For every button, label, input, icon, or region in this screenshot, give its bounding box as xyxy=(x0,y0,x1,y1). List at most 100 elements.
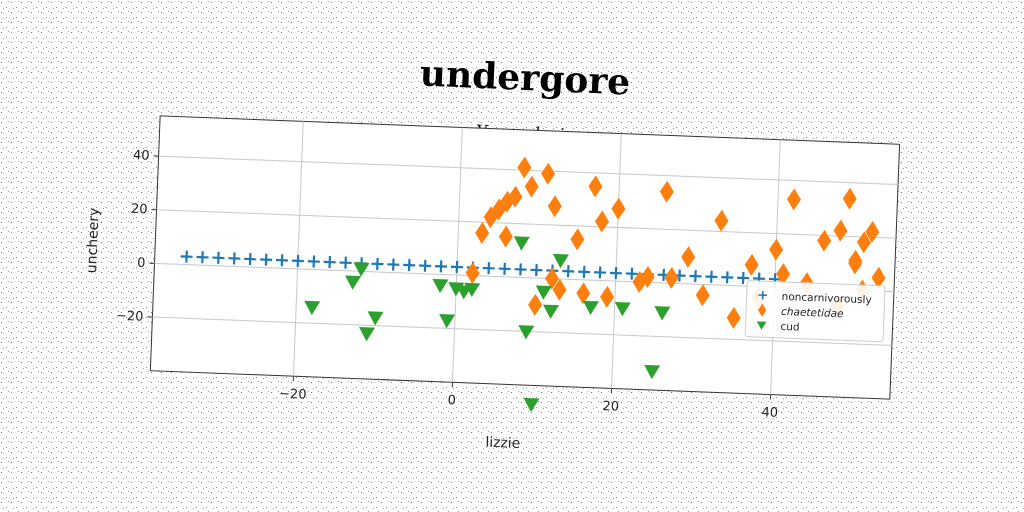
noncarnivorously-point xyxy=(212,251,225,264)
chaetetidae-point xyxy=(541,162,556,185)
chaetetidae-point xyxy=(871,266,886,289)
chaetetidae-point xyxy=(848,249,863,272)
chaetetidae-point xyxy=(865,220,880,243)
chaetetidae-point xyxy=(833,219,848,242)
cud-point xyxy=(518,325,535,340)
cud-point xyxy=(654,306,671,321)
noncarnivorously-point xyxy=(514,263,527,276)
noncarnivorously-point xyxy=(275,254,289,267)
chaetetidae-point xyxy=(508,185,523,208)
noncarnivorously-point xyxy=(705,270,718,283)
series-noncarnivorously xyxy=(180,250,782,286)
noncarnivorously-point xyxy=(228,252,241,265)
noncarnivorously-point xyxy=(689,270,702,283)
x-gridline xyxy=(770,139,781,395)
chaetetidae-point xyxy=(475,222,490,245)
noncarnivorously-point xyxy=(244,252,257,266)
chaetetidae-point xyxy=(744,253,759,276)
plot-area: −20 0 20 40 −20 0 20 40 lizzie uncheery noncarn… xyxy=(84,115,901,452)
cud-point xyxy=(367,311,384,326)
cud-point xyxy=(523,397,540,413)
noncarnivorously-point xyxy=(482,262,495,275)
chaetetidae-point xyxy=(726,306,741,329)
x-tick-label: 0 xyxy=(447,393,456,408)
noncarnivorously-point xyxy=(371,257,384,270)
y-tick-label: 40 xyxy=(133,148,150,164)
y-axis-label: uncheery xyxy=(84,207,103,273)
noncarnivorously-point xyxy=(291,254,304,267)
cud-point xyxy=(359,327,376,342)
chaetetidae-point xyxy=(769,238,784,261)
noncarnivorously-point xyxy=(498,262,511,275)
noncarnivorously-point xyxy=(450,260,463,274)
cud-point xyxy=(353,262,370,277)
series-layer xyxy=(180,156,886,413)
chaetetidae-point xyxy=(600,285,615,308)
noncarnivorously-point xyxy=(530,263,543,277)
y-tick-label: −20 xyxy=(116,309,144,325)
chaetetidae-point xyxy=(498,225,513,248)
chaetetidae-point xyxy=(524,175,539,198)
noncarnivorously-point xyxy=(307,255,320,268)
legend-marker-chaetetidae xyxy=(757,303,767,317)
noncarnivorously-point xyxy=(721,271,734,284)
x-tick-label: 20 xyxy=(602,399,619,415)
chaetetidae-point xyxy=(695,284,710,307)
cud-point xyxy=(543,304,560,319)
cud-point xyxy=(535,285,552,300)
cud-point xyxy=(582,300,599,316)
noncarnivorously-point xyxy=(562,265,575,278)
noncarnivorously-point xyxy=(594,266,607,279)
legend-box xyxy=(744,280,886,343)
chaetetidae-point xyxy=(611,197,626,220)
noncarnivorously-point xyxy=(323,256,336,269)
noncarnivorously-point xyxy=(403,259,416,272)
chaetetidae-point xyxy=(714,209,729,232)
chaetetidae-point xyxy=(465,261,480,284)
axis-ticks: −20 0 20 40 −20 0 20 40 xyxy=(116,148,779,421)
chaetetidae-point xyxy=(817,229,832,252)
x-gridline xyxy=(292,121,304,377)
legend-marker-noncarnivorously xyxy=(758,290,767,300)
chaetetidae-point xyxy=(528,293,543,316)
chaetetidae-point xyxy=(595,210,610,233)
x-tick-label: −20 xyxy=(279,387,307,403)
noncarnivorously-point xyxy=(609,267,622,280)
x-gridline xyxy=(452,127,463,383)
chaetetidae-point xyxy=(570,228,585,251)
chaetetidae-point xyxy=(588,175,603,198)
noncarnivorously-point xyxy=(578,265,591,278)
y-tick-label: 0 xyxy=(137,256,146,271)
series-cud xyxy=(304,236,671,413)
cud-point xyxy=(432,278,449,294)
chaetetidae-point xyxy=(552,278,567,301)
y-gridline xyxy=(156,209,897,239)
y-tick-label: 20 xyxy=(131,202,148,218)
cud-point xyxy=(644,364,661,380)
noncarnivorously-point xyxy=(419,259,432,272)
cud-point xyxy=(614,301,631,317)
noncarnivorously-point xyxy=(260,253,273,266)
x-tick-label: 40 xyxy=(761,405,778,421)
noncarnivorously-point xyxy=(737,271,750,285)
chaetetidae-point xyxy=(664,266,679,289)
cud-point xyxy=(345,275,362,290)
chaetetidae-point xyxy=(856,231,871,254)
chaetetidae-point xyxy=(659,180,674,203)
cud-point xyxy=(304,300,321,316)
noncarnivorously-point xyxy=(387,258,400,271)
chaetetidae-point xyxy=(547,195,562,218)
plot-frame xyxy=(149,115,901,400)
noncarnivorously-point xyxy=(625,267,638,280)
noncarnivorously-point xyxy=(339,256,352,269)
legend-label: cud xyxy=(780,321,800,334)
legend-label: noncarnivorously xyxy=(781,291,871,306)
chaetetidae-point xyxy=(545,267,560,290)
cud-point xyxy=(439,314,456,329)
chaetetidae-point xyxy=(842,187,857,210)
chaetetidae-point xyxy=(776,263,791,286)
chaetetidae-point xyxy=(681,246,696,269)
cud-point xyxy=(464,282,481,298)
